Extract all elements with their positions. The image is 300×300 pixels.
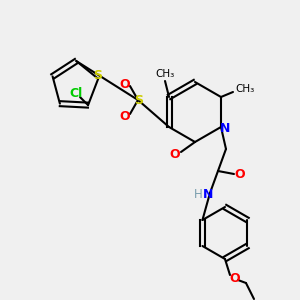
Text: CH₃: CH₃ [236,84,255,94]
Text: CH₃: CH₃ [155,69,175,79]
Text: S: S [93,69,102,82]
Text: O: O [230,272,240,284]
Text: O: O [170,148,180,161]
Text: Cl: Cl [69,87,83,100]
Text: H: H [194,188,202,202]
Text: O: O [120,77,130,91]
Text: O: O [120,110,130,122]
Text: O: O [235,167,245,181]
Text: S: S [134,94,143,106]
Text: N: N [203,188,213,202]
Text: N: N [220,122,230,134]
